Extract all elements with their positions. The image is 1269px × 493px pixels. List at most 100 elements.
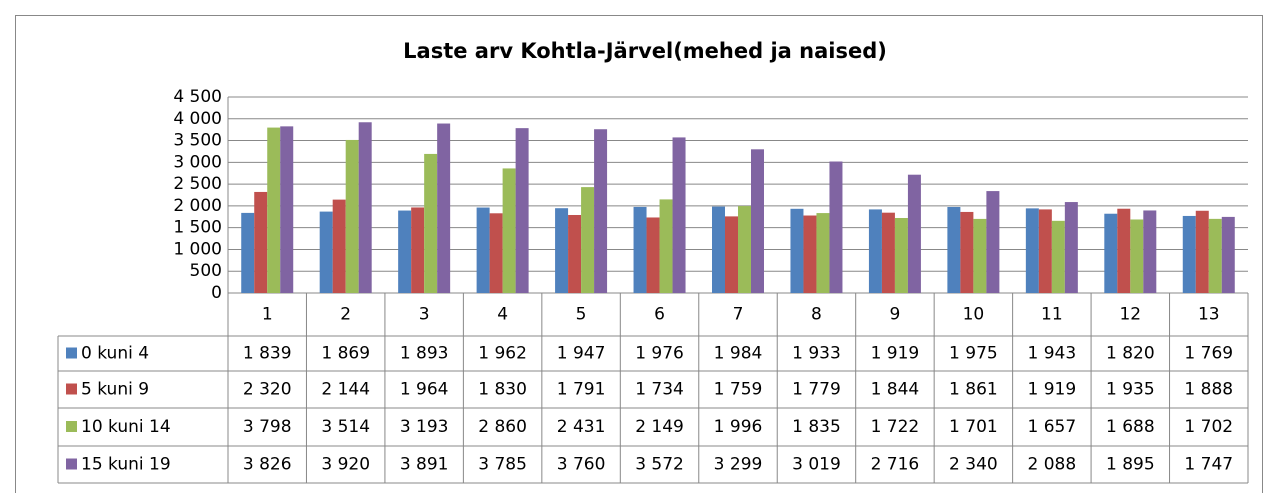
bar [1038, 209, 1052, 293]
table-value: 3 299 [714, 455, 763, 475]
bar [1195, 210, 1209, 293]
legend-key [66, 458, 77, 470]
table-value: 3 193 [400, 417, 449, 437]
x-tick-label: 13 [1198, 305, 1220, 325]
legend-label: 5 kuni 9 [81, 380, 149, 400]
table-value: 1 702 [1184, 417, 1233, 437]
bar [1104, 213, 1118, 293]
table-value: 1 893 [400, 344, 449, 364]
bar [424, 153, 438, 293]
bar [267, 127, 281, 294]
bar [790, 208, 804, 293]
bar [398, 210, 412, 293]
table-value: 1 779 [792, 380, 841, 400]
table-value: 1 701 [949, 417, 998, 437]
x-tick-label: 3 [419, 305, 430, 325]
bar [1025, 208, 1039, 293]
table-value: 1 830 [478, 380, 527, 400]
y-tick-label: 3 500 [173, 131, 222, 151]
table-value: 3 891 [400, 455, 449, 475]
bar [489, 213, 503, 293]
bar [986, 191, 1000, 293]
y-tick-label: 2 500 [173, 174, 222, 194]
bar [816, 213, 830, 293]
y-tick-label: 1 500 [173, 218, 222, 238]
table-value: 1 888 [1184, 380, 1233, 400]
table-value: 3 019 [792, 455, 841, 475]
table-value: 3 514 [321, 417, 370, 437]
bar [411, 207, 425, 293]
legend-label: 0 kuni 4 [81, 344, 149, 364]
bar [1064, 202, 1078, 293]
table-value: 1 688 [1106, 417, 1155, 437]
bar [960, 211, 974, 293]
x-tick-label: 10 [963, 305, 985, 325]
table-value: 1 861 [949, 380, 998, 400]
legend-key [66, 347, 77, 359]
table-value: 2 340 [949, 455, 998, 475]
chart-border [15, 15, 1263, 493]
bar [947, 206, 961, 293]
bar [241, 212, 255, 293]
x-tick-label: 7 [733, 305, 744, 325]
table-value: 1 996 [714, 417, 763, 437]
table-value: 3 798 [243, 417, 292, 437]
table-value: 1 769 [1184, 344, 1233, 364]
table-value: 2 144 [321, 380, 370, 400]
legend-key [66, 383, 77, 395]
table-value: 1 943 [1028, 344, 1077, 364]
y-tick-label: 4 500 [173, 87, 222, 107]
x-tick-label: 6 [654, 305, 665, 325]
bar [1221, 216, 1235, 293]
bar [581, 187, 595, 293]
bar [633, 206, 647, 293]
table-value: 1 976 [635, 344, 684, 364]
legend-key [66, 421, 77, 432]
bar [319, 211, 333, 293]
bar [725, 216, 738, 293]
bar [280, 126, 294, 293]
bar [568, 214, 582, 293]
x-tick-label: 1 [262, 305, 273, 325]
legend-label: 15 kuni 19 [81, 455, 171, 475]
table-value: 1 919 [1028, 380, 1077, 400]
table-value: 2 860 [478, 417, 527, 437]
table-value: 3 920 [321, 455, 370, 475]
bar [358, 122, 372, 293]
bar [646, 217, 660, 293]
x-tick-label: 9 [890, 305, 901, 325]
y-tick-label: 4 000 [173, 109, 222, 129]
bar [1182, 215, 1196, 293]
bar [555, 208, 569, 293]
table-value: 1 734 [635, 380, 684, 400]
bar [738, 206, 751, 293]
x-tick-label: 12 [1119, 305, 1141, 325]
table-value: 3 572 [635, 455, 684, 475]
table-value: 3 760 [557, 455, 606, 475]
table-value: 1 759 [714, 380, 763, 400]
bar [345, 139, 359, 293]
bar [1143, 210, 1157, 293]
table-value: 1 820 [1106, 344, 1155, 364]
x-tick-label: 4 [497, 305, 508, 325]
y-tick-label: 2 000 [173, 196, 222, 216]
table-value: 2 149 [635, 417, 684, 437]
chart-title: Laste arv Kohtla-Järvel(mehed ja naised) [403, 39, 887, 63]
table-value: 1 722 [871, 417, 920, 437]
bar [659, 199, 673, 293]
table-value: 1 844 [871, 380, 920, 400]
bar [672, 137, 686, 293]
y-tick-label: 3 000 [173, 152, 222, 172]
bar [868, 209, 882, 293]
x-tick-label: 11 [1041, 305, 1063, 325]
table-value: 1 964 [400, 380, 449, 400]
x-tick-label: 2 [340, 305, 351, 325]
table-value: 3 785 [478, 455, 527, 475]
bar [515, 128, 529, 293]
table-value: 2 431 [557, 417, 606, 437]
table-value: 1 975 [949, 344, 998, 364]
bar [254, 191, 268, 293]
bar [476, 207, 490, 293]
table-value: 2 716 [871, 455, 920, 475]
table-value: 1 947 [557, 344, 606, 364]
